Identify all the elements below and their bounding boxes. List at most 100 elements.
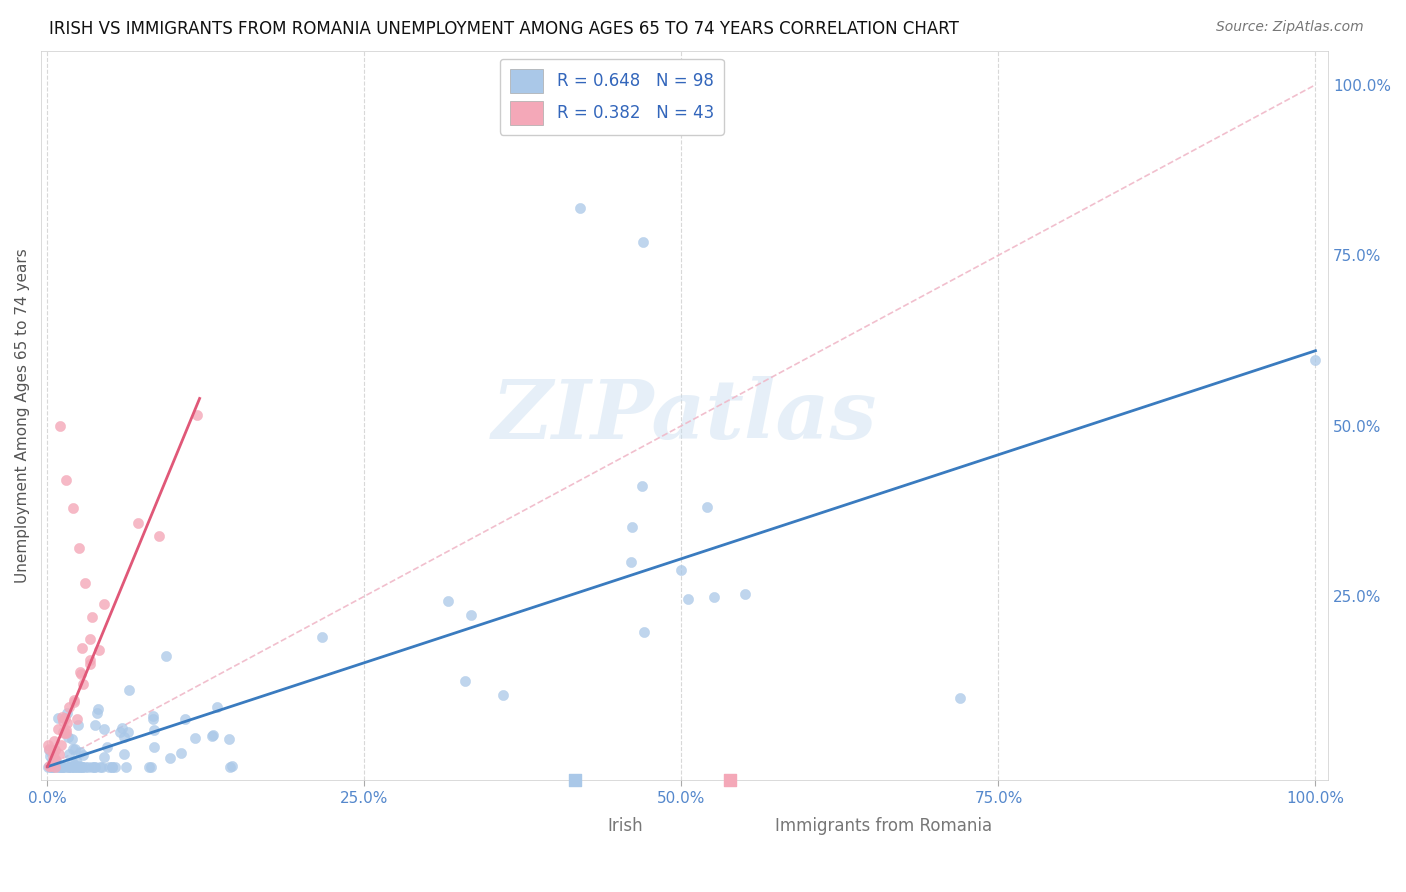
Point <box>83 760 105 774</box>
Point <box>69 745 91 759</box>
Point <box>65 758 87 772</box>
Point <box>142 723 165 737</box>
Point <box>159 751 181 765</box>
Point <box>96 740 118 755</box>
Point <box>1305 352 1327 367</box>
Point <box>75 575 97 590</box>
Point <box>620 555 643 569</box>
Point <box>221 759 243 773</box>
Point <box>108 724 131 739</box>
Point <box>58 747 80 761</box>
Point <box>46 760 69 774</box>
Point <box>633 235 655 249</box>
Point <box>38 743 60 757</box>
Point <box>38 742 60 756</box>
Point <box>72 677 94 691</box>
Point <box>696 500 718 515</box>
Point <box>56 760 79 774</box>
Point <box>63 693 86 707</box>
Point <box>63 695 86 709</box>
Point <box>69 759 91 773</box>
Point <box>630 479 652 493</box>
Point <box>63 742 86 756</box>
Point <box>89 760 111 774</box>
Point <box>67 541 90 556</box>
Point <box>67 760 90 774</box>
Point <box>48 747 70 761</box>
Point <box>117 725 139 739</box>
Point <box>72 748 94 763</box>
Point <box>112 747 135 761</box>
Point <box>82 760 104 774</box>
Point <box>42 734 65 748</box>
Point <box>49 418 72 433</box>
Point <box>46 711 69 725</box>
Point <box>454 673 477 688</box>
Point <box>51 760 73 774</box>
Point <box>143 739 166 754</box>
Point <box>734 587 756 601</box>
Point <box>115 760 138 774</box>
Point <box>51 760 73 774</box>
Point <box>218 731 240 746</box>
Point <box>142 712 165 726</box>
Point <box>93 749 115 764</box>
Point <box>60 760 83 774</box>
Point <box>75 760 97 774</box>
Point <box>633 625 655 640</box>
Point <box>84 718 107 732</box>
Point <box>100 760 122 774</box>
Point <box>69 760 91 774</box>
Point <box>66 712 89 726</box>
Point <box>87 642 110 657</box>
Point <box>63 760 86 774</box>
Point <box>56 760 79 774</box>
Point <box>70 666 93 681</box>
Point <box>55 473 77 487</box>
Point <box>45 754 67 768</box>
Point <box>91 760 114 774</box>
Point <box>60 755 83 769</box>
Point <box>62 500 84 515</box>
Point <box>186 408 208 422</box>
Point <box>98 760 121 774</box>
Point <box>562 760 585 774</box>
Point <box>200 729 222 743</box>
Point <box>184 731 207 745</box>
Point <box>80 609 103 624</box>
Point <box>55 706 77 721</box>
Point <box>311 631 333 645</box>
Point <box>52 724 75 739</box>
Point <box>87 702 110 716</box>
Point <box>93 722 115 736</box>
Point <box>671 563 693 577</box>
Point <box>93 597 115 611</box>
Text: Irish: Irish <box>607 817 643 836</box>
Text: Source: ZipAtlas.com: Source: ZipAtlas.com <box>1216 20 1364 34</box>
Point <box>676 592 699 607</box>
Point <box>46 723 69 737</box>
Point <box>37 760 59 774</box>
Point <box>53 760 76 774</box>
Point <box>42 745 65 759</box>
Point <box>44 752 66 766</box>
Point <box>118 683 141 698</box>
Point <box>56 730 79 744</box>
Point <box>41 760 63 774</box>
Point <box>79 657 101 671</box>
Point <box>55 723 77 737</box>
Point <box>67 717 90 731</box>
Point <box>155 648 177 663</box>
Point <box>491 689 513 703</box>
Point <box>70 760 93 774</box>
Text: Immigrants from Romania: Immigrants from Romania <box>775 817 991 836</box>
Point <box>205 699 228 714</box>
Point <box>39 749 62 764</box>
Point <box>703 590 725 604</box>
Point <box>437 593 460 607</box>
Point <box>77 760 100 774</box>
Point <box>62 742 84 756</box>
Point <box>60 760 83 774</box>
Point <box>63 760 86 774</box>
Point <box>39 760 62 774</box>
